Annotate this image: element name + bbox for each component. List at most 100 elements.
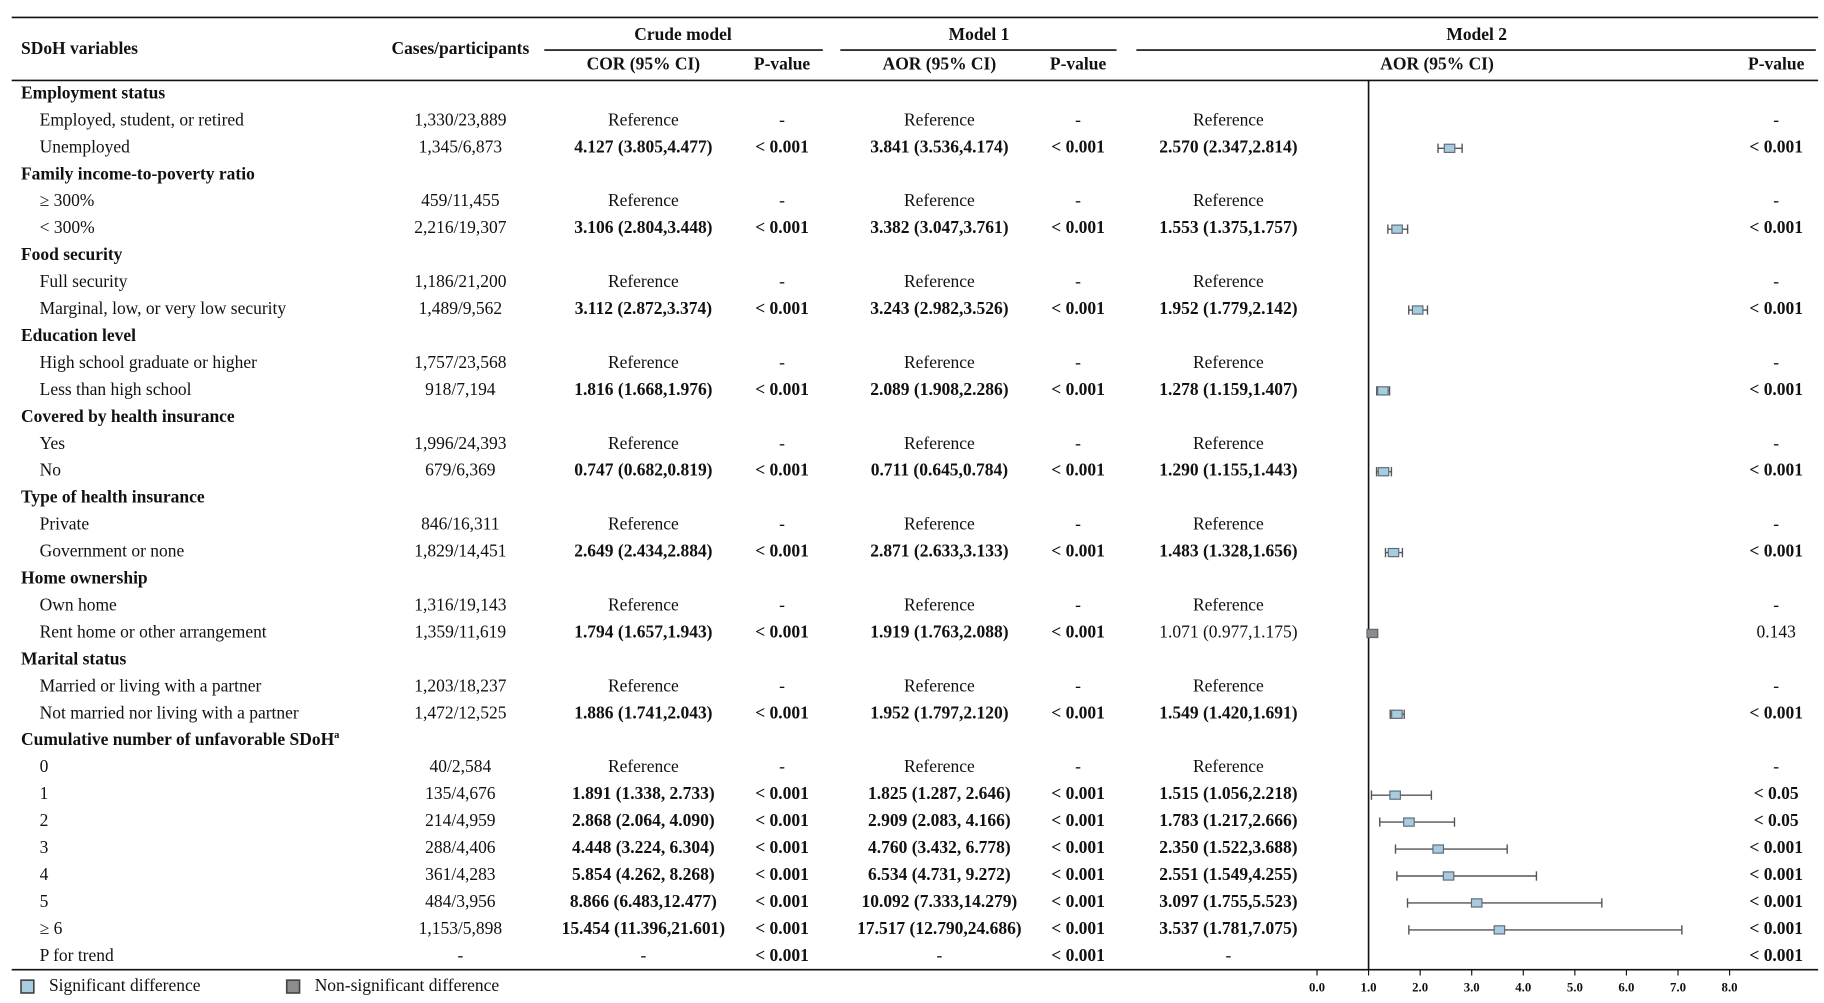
cell: 1.891 (1.338, 2.733) bbox=[572, 783, 715, 803]
cell: 2.551 (1.549,4.255) bbox=[1159, 864, 1297, 884]
cell: Reference bbox=[1193, 514, 1264, 534]
cell: Reference bbox=[1193, 190, 1264, 210]
row-label: 2 bbox=[40, 810, 49, 830]
section-title-text: Covered by health insurance bbox=[21, 406, 235, 426]
x-tick-label: 0.0 bbox=[1309, 980, 1325, 994]
cell: 484/3,956 bbox=[425, 891, 496, 911]
cell: 3.243 (2.982,3.526) bbox=[870, 298, 1008, 318]
cell: 2.868 (2.064, 4.090) bbox=[572, 810, 715, 830]
row-label: Yes bbox=[40, 433, 66, 453]
x-tick-label: 6.0 bbox=[1618, 980, 1634, 994]
column-header: AOR (95% CI) bbox=[883, 53, 997, 73]
cell: Reference bbox=[1193, 271, 1264, 291]
cell: < 0.001 bbox=[1051, 810, 1105, 830]
cell: < 0.001 bbox=[1051, 541, 1105, 561]
cell: - bbox=[1773, 352, 1779, 372]
cell: < 0.001 bbox=[755, 217, 809, 237]
section-title-text: Education level bbox=[21, 325, 136, 345]
cell: 1.816 (1.668,1.976) bbox=[574, 379, 712, 399]
estimate-marker bbox=[1442, 871, 1455, 881]
cell: 1,316/19,143 bbox=[414, 594, 506, 614]
section-title: Home ownership bbox=[21, 568, 148, 588]
cell: - bbox=[640, 945, 646, 965]
column-header: AOR (95% CI) bbox=[1380, 53, 1494, 73]
x-tick-label: 2.0 bbox=[1412, 980, 1428, 994]
cell: - bbox=[779, 675, 785, 695]
section-title: Cumulative number of unfavorable SDoHa bbox=[21, 729, 340, 749]
cell: 3.097 (1.755,5.523) bbox=[1159, 891, 1297, 911]
cell: Reference bbox=[904, 675, 975, 695]
cell: - bbox=[1773, 514, 1779, 534]
cell: < 0.001 bbox=[1749, 136, 1803, 156]
legend-swatch bbox=[285, 979, 301, 994]
cell: 1,330/23,889 bbox=[414, 109, 506, 129]
cell: < 0.001 bbox=[755, 837, 809, 857]
x-tick-label: 5.0 bbox=[1567, 980, 1583, 994]
cell: 1.290 (1.155,1.443) bbox=[1159, 460, 1297, 480]
cell: < 0.001 bbox=[1749, 298, 1803, 318]
cell: Reference bbox=[1193, 594, 1264, 614]
cell: - bbox=[1075, 756, 1081, 776]
cell: Reference bbox=[904, 271, 975, 291]
cell: - bbox=[1773, 271, 1779, 291]
cell: - bbox=[1773, 433, 1779, 453]
cell: < 0.001 bbox=[1051, 621, 1105, 641]
cell: 1.278 (1.159,1.407) bbox=[1159, 379, 1297, 399]
cell: < 0.001 bbox=[1749, 945, 1803, 965]
cell: < 0.001 bbox=[1051, 783, 1105, 803]
estimate-marker bbox=[1389, 790, 1401, 800]
cell: < 0.001 bbox=[755, 136, 809, 156]
row-label: Private bbox=[40, 514, 90, 534]
cell: Reference bbox=[1193, 352, 1264, 372]
cell: 1.783 (1.217,2.666) bbox=[1159, 810, 1297, 830]
cell: - bbox=[1075, 594, 1081, 614]
cell: < 0.001 bbox=[755, 918, 809, 938]
estimate-marker bbox=[1377, 386, 1389, 396]
cell: Reference bbox=[904, 756, 975, 776]
cell: 1.794 (1.657,1.943) bbox=[574, 621, 712, 641]
cell: - bbox=[779, 514, 785, 534]
row-label: High school graduate or higher bbox=[40, 352, 258, 372]
cell: - bbox=[779, 271, 785, 291]
cell: 679/6,369 bbox=[425, 460, 496, 480]
cell: 1.553 (1.375,1.757) bbox=[1159, 217, 1297, 237]
cell: 0.711 (0.645,0.784) bbox=[871, 460, 1009, 480]
cell: - bbox=[779, 433, 785, 453]
estimate-marker bbox=[1493, 925, 1506, 935]
cell: < 0.001 bbox=[1051, 460, 1105, 480]
cell: 1.071 (0.977,1.175) bbox=[1159, 621, 1297, 641]
cell: 1,203/18,237 bbox=[414, 675, 506, 695]
cell: < 0.001 bbox=[1749, 379, 1803, 399]
cell: < 0.001 bbox=[755, 621, 809, 641]
cell: 3.382 (3.047,3.761) bbox=[870, 217, 1008, 237]
cell: Reference bbox=[904, 109, 975, 129]
cell: - bbox=[1075, 271, 1081, 291]
cell: 4.127 (3.805,4.477) bbox=[574, 136, 712, 156]
cell: - bbox=[779, 594, 785, 614]
cell: 2.871 (2.633,3.133) bbox=[870, 541, 1008, 561]
row-label: ≥ 6 bbox=[40, 918, 63, 938]
row-label: Own home bbox=[40, 594, 117, 614]
cell: Reference bbox=[904, 514, 975, 534]
cell: 15.454 (11.396,21.601) bbox=[562, 918, 726, 938]
cell: < 0.001 bbox=[1749, 541, 1803, 561]
cell: < 0.05 bbox=[1754, 810, 1799, 830]
cell: 361/4,283 bbox=[425, 864, 496, 884]
row-label: Rent home or other arrangement bbox=[40, 621, 267, 641]
section-title-text: Food security bbox=[21, 244, 123, 264]
cell: Reference bbox=[608, 271, 679, 291]
cell: 3.106 (2.804,3.448) bbox=[574, 217, 712, 237]
cell: 6.534 (4.731, 9.272) bbox=[868, 864, 1011, 884]
estimate-marker bbox=[1443, 143, 1456, 153]
row-label: ≥ 300% bbox=[40, 190, 95, 210]
cell: 1,345/6,873 bbox=[419, 136, 503, 156]
cell: - bbox=[1773, 109, 1779, 129]
row-label: 5 bbox=[40, 891, 49, 911]
cell: < 0.001 bbox=[1749, 891, 1803, 911]
cell: < 0.001 bbox=[755, 864, 809, 884]
cell: 1,757/23,568 bbox=[414, 352, 506, 372]
row-label: 1 bbox=[40, 783, 49, 803]
cell: - bbox=[779, 352, 785, 372]
cell: < 0.001 bbox=[1051, 136, 1105, 156]
